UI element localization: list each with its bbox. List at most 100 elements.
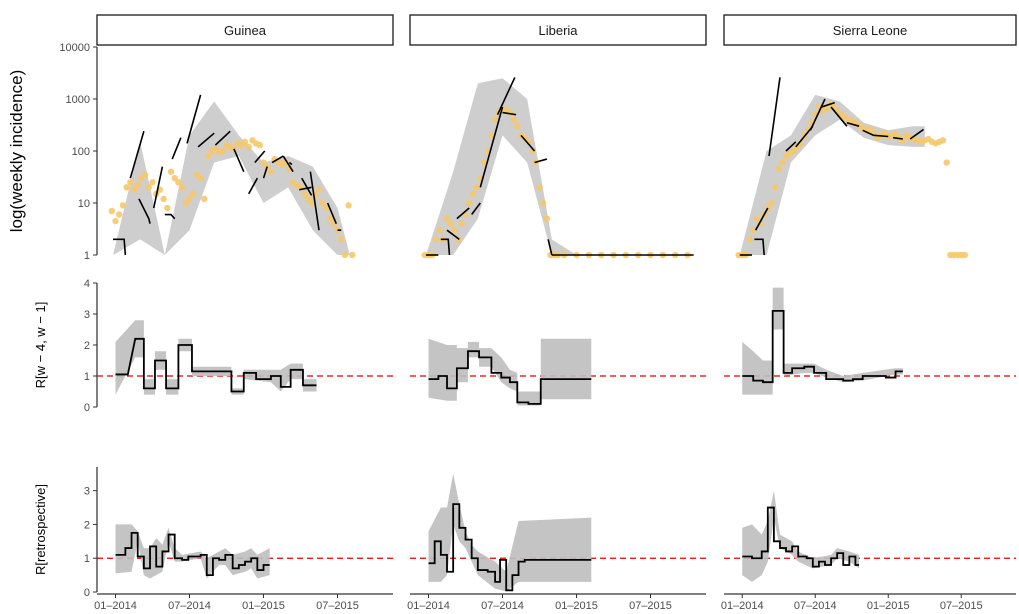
r-estimate-line bbox=[115, 531, 270, 577]
y-axis-title: R[w − 4, w − 1] bbox=[33, 302, 48, 389]
fitted-segment bbox=[113, 238, 127, 256]
observed-point bbox=[134, 181, 141, 189]
observed-point bbox=[469, 190, 477, 198]
panel-sierra-leone bbox=[735, 77, 969, 259]
fitted-segment bbox=[862, 129, 874, 137]
fitted-segment bbox=[846, 121, 860, 127]
fitted-segment bbox=[138, 198, 151, 224]
x-tick-label: 07–2015 bbox=[316, 600, 359, 612]
fitted-segment bbox=[502, 111, 517, 116]
fitted-segment bbox=[754, 207, 769, 231]
fitted-segment bbox=[299, 186, 312, 191]
observed-point bbox=[171, 174, 178, 182]
panel-liberia bbox=[421, 77, 694, 259]
fitted-segment bbox=[326, 202, 338, 225]
panel-guinea bbox=[108, 94, 356, 259]
observed-point bbox=[775, 165, 782, 173]
fitted-segment bbox=[446, 229, 460, 240]
observed-point bbox=[779, 159, 786, 166]
observed-point bbox=[436, 226, 443, 234]
x-axis-liberia: 01–2014 07–2014 01–2015 07–2015 bbox=[407, 593, 706, 612]
observed-point bbox=[167, 168, 175, 175]
observed-point bbox=[141, 171, 149, 178]
observed-point bbox=[540, 199, 547, 207]
fitted-segment bbox=[830, 106, 848, 127]
fitted-segment bbox=[247, 177, 259, 195]
fitted-segment bbox=[129, 131, 145, 179]
r-estimate-line bbox=[742, 309, 903, 384]
observed-point bbox=[308, 199, 315, 207]
confidence-ribbon bbox=[742, 490, 860, 582]
observed-point bbox=[282, 159, 289, 166]
fitted-segment bbox=[309, 171, 320, 231]
facet-strip-label: Guinea bbox=[224, 23, 267, 38]
observed-point bbox=[525, 138, 532, 146]
row-r-w-4-w-1: 0 1 2 3 4 R[w − 4, w − 1] bbox=[33, 278, 1016, 414]
x-tick-label: 01–2015 bbox=[242, 600, 285, 612]
fitted-segment bbox=[271, 155, 284, 164]
facet-strip-liberia: Liberia bbox=[409, 14, 707, 46]
observed-point bbox=[145, 184, 152, 191]
x-tick-label: 01–2015 bbox=[867, 600, 910, 612]
x-tick-label: 01–2015 bbox=[555, 600, 598, 612]
y-tick-label: 0 bbox=[84, 587, 90, 599]
y-tick-label: 10000 bbox=[59, 42, 90, 54]
fitted-segment bbox=[873, 134, 889, 138]
y-tick-label: 1 bbox=[84, 371, 90, 383]
facet-strip-box bbox=[723, 14, 1017, 46]
observed-point bbox=[536, 184, 543, 191]
fitted-segment bbox=[214, 130, 231, 146]
fitted-segment bbox=[893, 136, 903, 140]
y-axis: 0 1 2 3 bbox=[84, 467, 98, 599]
fitted-segment bbox=[301, 177, 313, 196]
fitted-segment bbox=[547, 239, 553, 256]
y-tick-label: 100 bbox=[72, 146, 90, 158]
y-axis: 1 10 100 1000 10000 bbox=[59, 42, 98, 262]
fitted-segment bbox=[520, 134, 536, 152]
observed-point bbox=[108, 207, 116, 215]
observed-point bbox=[746, 236, 753, 243]
observed-point bbox=[160, 195, 167, 203]
observed-point bbox=[127, 179, 134, 186]
observed-point bbox=[341, 251, 349, 259]
y-tick-label: 4 bbox=[84, 278, 90, 290]
x-tick-label: 01–2014 bbox=[94, 600, 137, 612]
observed-point bbox=[771, 184, 779, 191]
observed-point bbox=[130, 186, 138, 193]
y-axis: 0 1 2 3 4 bbox=[84, 278, 98, 414]
observed-point bbox=[260, 159, 267, 166]
y-tick-label: 10 bbox=[78, 198, 90, 210]
row-r-retrospective: 0 1 2 3 R[retrospective] bbox=[33, 467, 1016, 599]
observed-point bbox=[345, 202, 352, 209]
fitted-segment bbox=[909, 128, 924, 140]
r-estimate-line bbox=[115, 337, 317, 393]
fitted-segment bbox=[197, 132, 215, 148]
observed-point bbox=[175, 179, 182, 186]
observed-point bbox=[241, 138, 249, 146]
observed-point bbox=[116, 211, 123, 218]
y-tick-label: 1 bbox=[84, 250, 90, 262]
panel-liberia bbox=[410, 338, 706, 406]
observed-point bbox=[466, 199, 473, 207]
panel-guinea bbox=[97, 524, 393, 579]
row-log-weekly-incidence: 1 10 100 1000 10000 log(weekly incidence) bbox=[7, 42, 969, 262]
observed-point bbox=[315, 186, 323, 193]
observed-point bbox=[939, 137, 947, 144]
fitted-segment bbox=[471, 202, 481, 216]
observed-point bbox=[123, 184, 130, 191]
fitted-segment bbox=[496, 77, 516, 115]
observed-point bbox=[790, 147, 797, 155]
x-tick-label: 07–2015 bbox=[940, 600, 983, 612]
observed-point bbox=[301, 190, 308, 198]
observed-point bbox=[190, 190, 197, 198]
y-tick-label: 2 bbox=[84, 340, 90, 352]
observed-point bbox=[323, 204, 330, 212]
confidence-ribbon bbox=[426, 78, 688, 255]
fitted-segment bbox=[282, 155, 294, 173]
fitted-segment bbox=[233, 148, 245, 173]
observed-point bbox=[164, 204, 171, 212]
y-tick-label: 3 bbox=[84, 486, 90, 498]
r-estimate-line bbox=[428, 350, 592, 405]
confidence-ribbon bbox=[115, 320, 317, 395]
